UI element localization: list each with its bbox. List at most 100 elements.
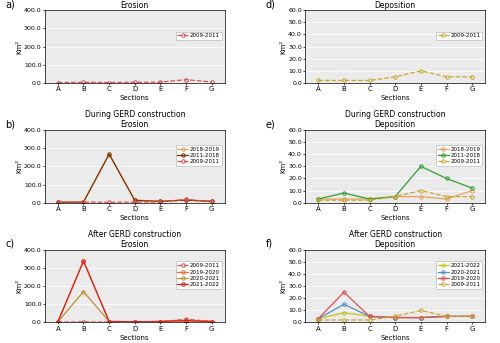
2020-2021 — [80, 289, 86, 294]
Text: d): d) — [266, 0, 276, 9]
2018-2019 — [158, 199, 164, 203]
2009-2011 — [418, 69, 424, 73]
2009-2011 — [444, 314, 450, 318]
2011-2018 — [366, 197, 372, 201]
Line: 2009-2011: 2009-2011 — [56, 198, 214, 204]
Legend: 2021-2022, 2020-2021, 2019-2020, 2009-2011: 2021-2022, 2020-2021, 2019-2020, 2009-20… — [436, 261, 482, 289]
2009-2011 — [158, 200, 164, 204]
2009-2011 — [106, 81, 112, 85]
Y-axis label: Km²: Km² — [16, 39, 22, 54]
2021-2022 — [80, 259, 86, 263]
2019-2020 — [132, 320, 138, 324]
2020-2021 — [106, 319, 112, 323]
Text: c): c) — [6, 239, 15, 249]
2020-2021 — [341, 302, 347, 306]
2018-2019 — [183, 198, 189, 202]
2020-2021 — [469, 314, 475, 318]
2021-2022 — [132, 320, 138, 324]
2009-2011 — [132, 320, 138, 324]
2009-2011 — [418, 308, 424, 312]
Text: e): e) — [266, 119, 276, 129]
2011-2018 — [444, 176, 450, 180]
Title: Before GERD construction
Deposition: Before GERD construction Deposition — [346, 0, 445, 10]
2020-2021 — [209, 319, 215, 323]
2009-2011 — [80, 320, 86, 324]
Line: 2021-2022: 2021-2022 — [56, 259, 214, 323]
Line: 2011-2018: 2011-2018 — [56, 152, 214, 204]
Line: 2019-2020: 2019-2020 — [56, 259, 214, 323]
2009-2011 — [392, 194, 398, 199]
2011-2018 — [132, 198, 138, 202]
2021-2022 — [158, 319, 164, 323]
2018-2019 — [444, 197, 450, 201]
Line: 2021-2022: 2021-2022 — [316, 311, 474, 320]
2018-2019 — [55, 200, 61, 204]
Legend: 2009-2011: 2009-2011 — [436, 32, 482, 40]
2020-2021 — [158, 319, 164, 323]
2009-2011 — [418, 189, 424, 193]
2021-2022 — [341, 311, 347, 315]
Title: During GERD construction
Deposition: During GERD construction Deposition — [345, 110, 446, 129]
X-axis label: Sections: Sections — [120, 95, 150, 101]
2009-2011 — [366, 79, 372, 83]
2009-2011 — [55, 320, 61, 324]
2021-2022 — [444, 314, 450, 318]
2018-2019 — [392, 194, 398, 199]
2019-2020 — [418, 316, 424, 320]
Legend: 2018-2019, 2011-2018, 2009-2011: 2018-2019, 2011-2018, 2009-2011 — [176, 145, 222, 166]
2009-2011 — [183, 317, 189, 321]
2009-2011 — [132, 200, 138, 204]
2018-2019 — [132, 198, 138, 202]
2019-2020 — [80, 259, 86, 263]
2009-2011 — [469, 194, 475, 199]
2018-2019 — [341, 197, 347, 201]
2019-2020 — [158, 319, 164, 323]
2021-2022 — [315, 317, 321, 321]
2019-2020 — [183, 319, 189, 323]
2009-2011 — [55, 200, 61, 204]
2018-2019 — [106, 153, 112, 157]
2019-2020 — [469, 314, 475, 318]
2021-2022 — [418, 316, 424, 320]
Line: 2011-2018: 2011-2018 — [316, 165, 474, 201]
Y-axis label: Km²: Km² — [281, 39, 287, 54]
2009-2011 — [315, 79, 321, 83]
Y-axis label: Km²: Km² — [16, 159, 22, 174]
2009-2011 — [209, 200, 215, 204]
2019-2020 — [444, 314, 450, 318]
2009-2011 — [392, 314, 398, 318]
2009-2011 — [158, 80, 164, 84]
2019-2020 — [392, 316, 398, 320]
2019-2020 — [315, 317, 321, 321]
Line: 2009-2011: 2009-2011 — [56, 317, 214, 324]
Legend: 2018-2019, 2011-2018, 2009-2011: 2018-2019, 2011-2018, 2009-2011 — [436, 145, 482, 166]
2011-2018 — [55, 200, 61, 204]
2009-2011 — [366, 198, 372, 202]
2009-2011 — [132, 80, 138, 84]
2011-2018 — [158, 199, 164, 203]
2009-2011 — [469, 75, 475, 79]
Y-axis label: Km²: Km² — [281, 279, 287, 293]
2011-2018 — [341, 191, 347, 195]
2009-2011 — [315, 318, 321, 322]
2009-2011 — [444, 194, 450, 199]
2020-2021 — [315, 317, 321, 321]
2009-2011 — [106, 200, 112, 204]
2009-2011 — [366, 318, 372, 322]
2009-2011 — [315, 198, 321, 202]
2009-2011 — [80, 80, 86, 84]
2009-2011 — [444, 75, 450, 79]
2019-2020 — [106, 319, 112, 323]
2018-2019 — [366, 197, 372, 201]
X-axis label: Sections: Sections — [380, 335, 410, 341]
X-axis label: Sections: Sections — [380, 215, 410, 221]
Title: After GERD construction
Deposition: After GERD construction Deposition — [348, 230, 442, 249]
2018-2019 — [469, 189, 475, 193]
2018-2019 — [315, 197, 321, 201]
2011-2018 — [315, 197, 321, 201]
Line: 2019-2020: 2019-2020 — [316, 291, 474, 320]
2009-2011 — [106, 320, 112, 324]
Y-axis label: Km²: Km² — [16, 279, 22, 293]
Title: During GERD construction
Erosion: During GERD construction Erosion — [84, 110, 185, 129]
2021-2022 — [469, 314, 475, 318]
